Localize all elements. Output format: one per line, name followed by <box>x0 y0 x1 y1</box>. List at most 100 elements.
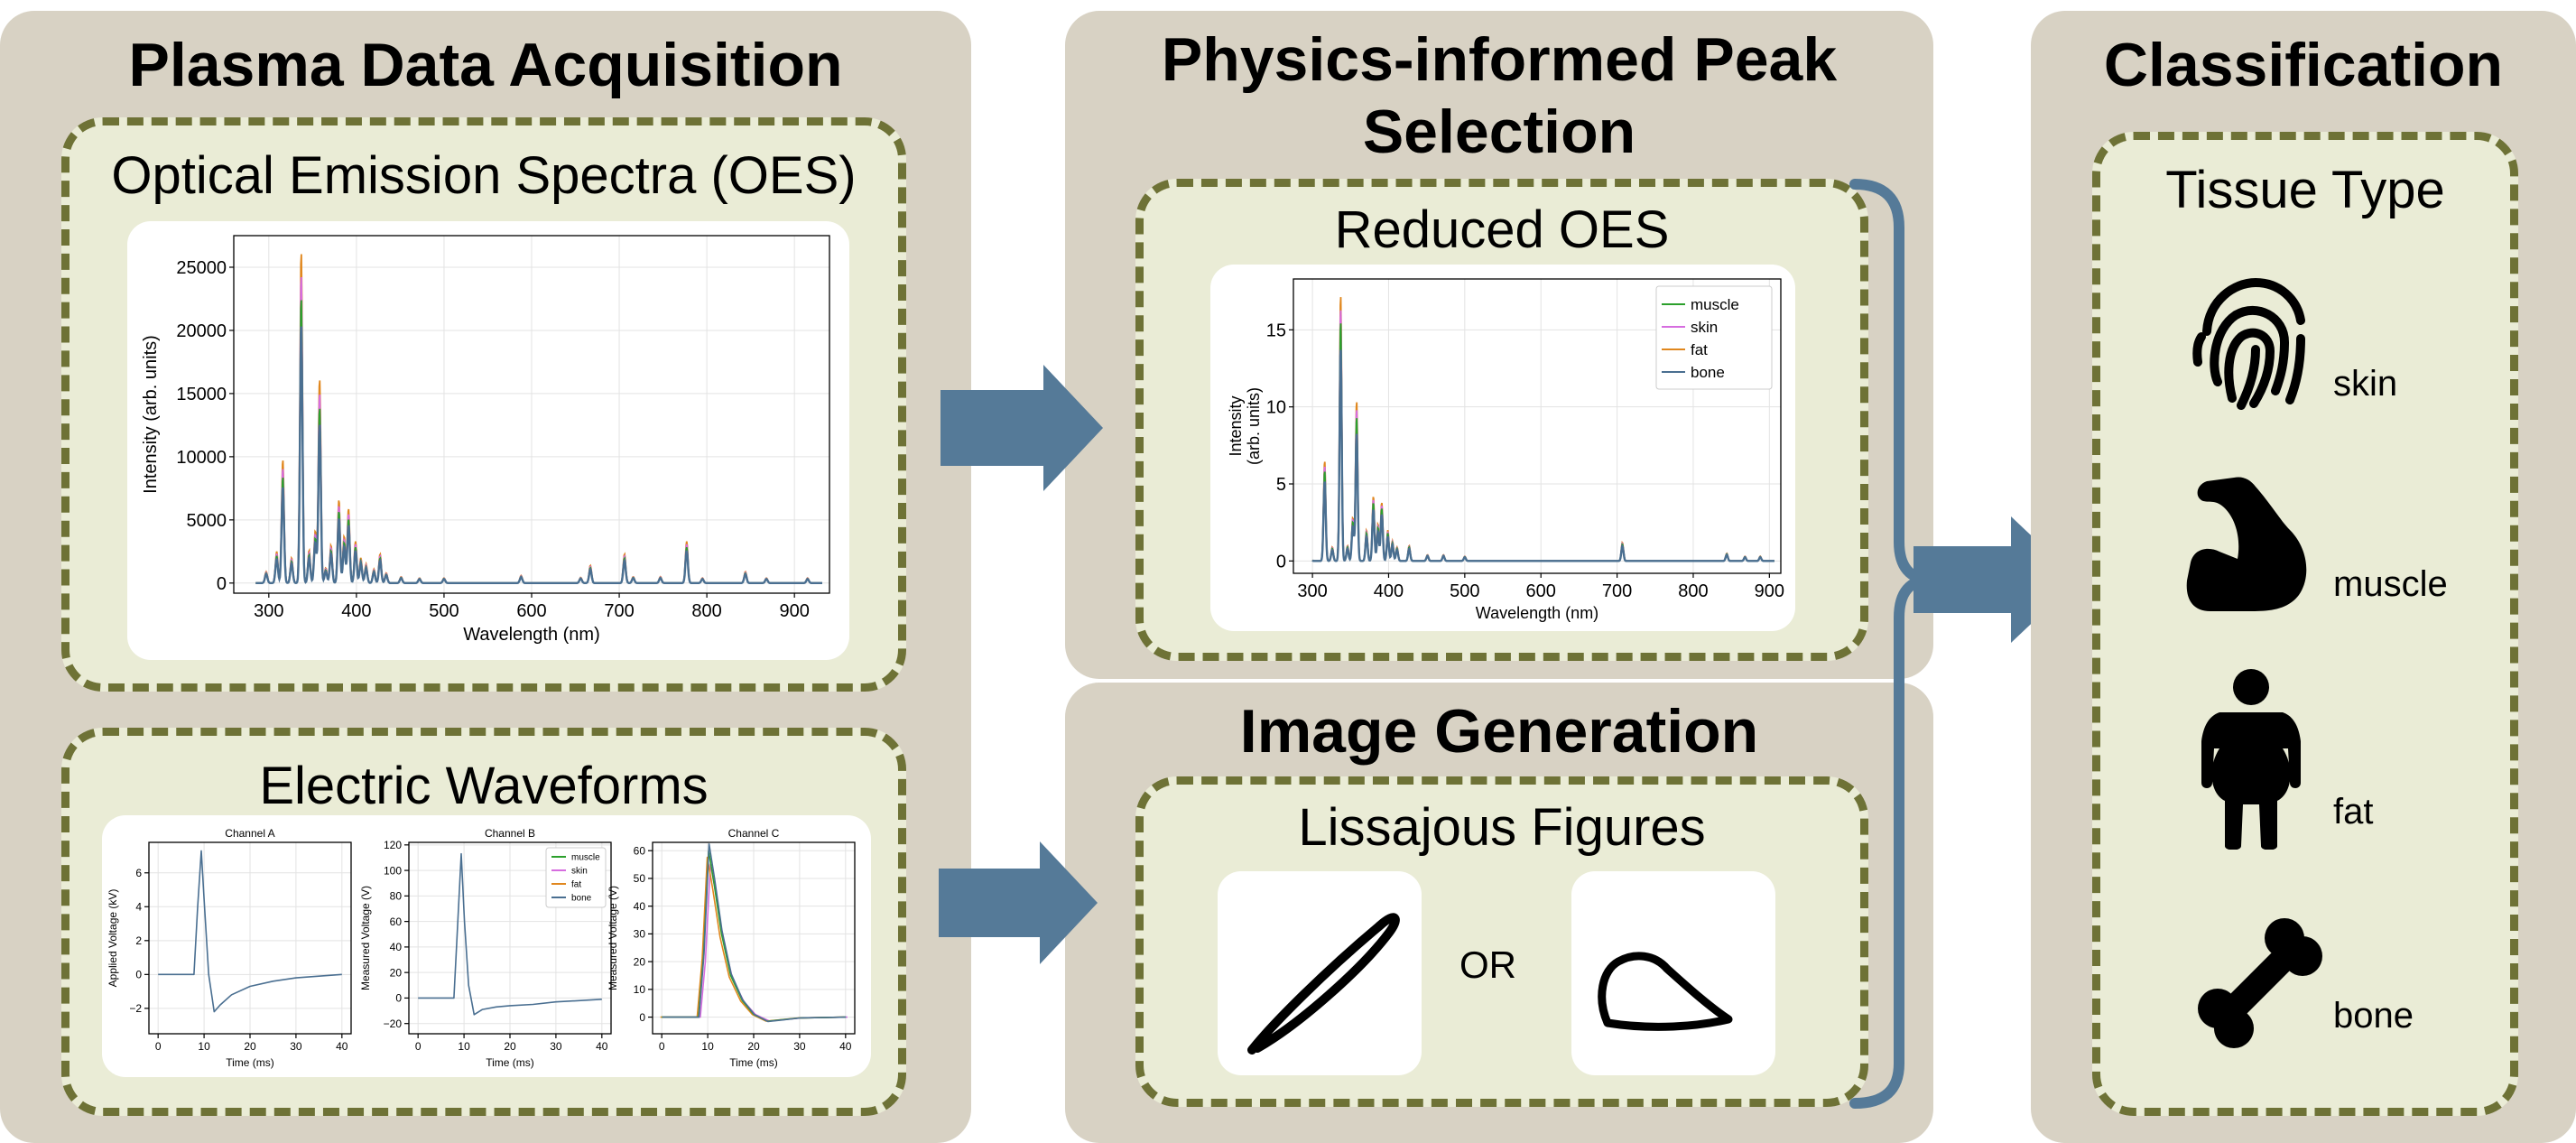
fingerprint-icon <box>2192 277 2305 410</box>
acquisition-panel: Plasma Data Acquisition Optical Emission… <box>0 11 971 1143</box>
x-tick-label: 900 <box>1755 581 1784 601</box>
y-tick-label: 10 <box>1266 398 1286 418</box>
y-axis-label: Measured Voltage (V) <box>359 886 372 990</box>
tissue-label-muscle: muscle <box>2333 564 2448 604</box>
reduced-oes-title: Reduced OES <box>1334 200 1670 259</box>
image-generation-panel: Image Generation Lissajous Figures OR <box>1065 683 1933 1143</box>
y-tick-label: 100 <box>384 864 402 877</box>
x-axis-label: Time (ms) <box>729 1056 778 1069</box>
x-axis-label: Time (ms) <box>486 1056 534 1069</box>
y-tick-label: 0 <box>135 969 142 981</box>
plot-frame <box>233 235 830 594</box>
lissajous-triangular-loop <box>1598 952 1733 1031</box>
x-tick-label: 10 <box>701 1040 714 1053</box>
oes-box: Optical Emission Spectra (OES) 300 400 500… <box>61 117 906 692</box>
x-tick-label: 30 <box>290 1040 302 1053</box>
y-tick-label: 0 <box>1276 552 1286 572</box>
person-icon <box>2201 669 2301 850</box>
channel_a-series-bone <box>158 850 342 1013</box>
legend-label-muscle: muscle <box>1691 296 1739 313</box>
y-tick-label: 0 <box>217 574 227 594</box>
y-tick-label: 30 <box>634 928 646 941</box>
chart-title: Channel B <box>485 827 535 840</box>
y-tick-label: 2 <box>135 934 142 947</box>
x-tick-label: 800 <box>691 601 721 621</box>
axes-channel_a: 0 10 20 30 40 −2 0 2 4 6 Time (ms) Applied Voltage … <box>107 827 352 1069</box>
y-tick-label: 10000 <box>176 448 227 468</box>
y-tick-label: 0 <box>395 992 402 1005</box>
y-tick-label: −20 <box>384 1018 403 1030</box>
or-text: OR <box>1459 943 1516 986</box>
channel_c-series-bone <box>662 843 847 1023</box>
x-tick-label: 600 <box>516 601 546 621</box>
y-tick-label: 10 <box>634 983 646 996</box>
y-tick-label: 40 <box>390 941 403 953</box>
acquisition-title: Plasma Data Acquisition <box>128 31 843 99</box>
y-tick-label: 80 <box>390 890 403 903</box>
x-tick-label: 40 <box>596 1040 608 1053</box>
axes-channel_b: 0 10 20 30 40 −20 0 20 40 60 80 100 120 Time (ms) Meas… <box>359 827 612 1069</box>
legend: muscle skin fat bone <box>545 847 607 908</box>
x-axis-label: Time (ms) <box>226 1056 274 1069</box>
waveforms-box: Electric Waveforms 0 10 20 30 40 −2 0 2 4 6 Time (… <box>61 728 906 1116</box>
classification-panel: Classification Tissue Type skin muscle f… <box>2031 11 2576 1143</box>
x-tick-label: 0 <box>415 1040 422 1053</box>
lissajous-title: Lissajous Figures <box>1298 798 1706 857</box>
x-axis-label: Wavelength (nm) <box>463 625 600 645</box>
x-tick-label: 600 <box>1526 581 1556 601</box>
peak-selection-title-line2: Selection <box>1362 98 1636 166</box>
y-tick-label: 60 <box>390 915 403 928</box>
tissue-title: Tissue Type <box>2165 161 2445 219</box>
x-tick-label: 0 <box>155 1040 162 1053</box>
bone-icon <box>2198 918 2322 1048</box>
x-tick-label: 300 <box>254 601 283 621</box>
x-tick-label: 300 <box>1297 581 1327 601</box>
reduced-series-bone <box>1311 349 1774 562</box>
x-tick-label: 30 <box>550 1040 562 1053</box>
legend-label-bone: bone <box>571 894 592 904</box>
x-tick-label: 800 <box>1678 581 1708 601</box>
legend-label-skin: skin <box>1691 319 1718 336</box>
y-axis-label-line1: Intensity <box>1227 395 1245 456</box>
chart-title: Channel C <box>728 827 780 840</box>
tissue-label-bone: bone <box>2333 996 2414 1036</box>
y-tick-label: 4 <box>135 900 142 913</box>
tissue-label-skin: skin <box>2333 364 2398 404</box>
oes-full-chart: 300 400 500 600 700 800 900 0 5000 10000 15000 2000… <box>141 235 830 645</box>
reduced-oes-chart-card: 300 400 500 600 700 800 900 0 5 10 15 Wavelength (n… <box>1210 265 1795 631</box>
channel_c-series-skin <box>663 863 848 1022</box>
peak-selection-panel: Physics-informed Peak Selection Reduced … <box>1065 11 1933 679</box>
y-tick-label: 5 <box>1276 475 1286 495</box>
waveforms-chart-card: 0 10 20 30 40 −2 0 2 4 6 Time (ms) Applied Voltage … <box>102 815 871 1077</box>
legend-label-fat: fat <box>1691 341 1708 358</box>
oes-chart-card: 300 400 500 600 700 800 900 0 5000 10000 15000 2000… <box>127 221 849 660</box>
tissue-label-fat: fat <box>2333 792 2374 832</box>
image-generation-title: Image Generation <box>1239 697 1759 766</box>
waveforms-title: Electric Waveforms <box>259 757 709 815</box>
y-tick-label: 50 <box>634 872 646 885</box>
x-tick-label: 900 <box>779 601 809 621</box>
y-axis-label: Applied Voltage (kV) <box>107 889 119 988</box>
reduced-oes-box: Reduced OES 300 400 500 600 700 800 900 0 5 10 15 W… <box>1135 179 1868 661</box>
channel_c-series-fat <box>660 856 845 1022</box>
chart-title: Channel A <box>225 827 274 840</box>
plot-frame <box>148 841 352 1035</box>
y-tick-label: 20 <box>390 966 403 979</box>
y-tick-label: 20000 <box>176 321 227 341</box>
y-axis-label: Measured Voltage (V) <box>607 886 619 990</box>
channel_b-series-bone <box>418 852 602 1016</box>
y-tick-label: 25000 <box>176 258 227 278</box>
lissajous-narrow-loop <box>1247 913 1400 1055</box>
legend-label-fat: fat <box>571 880 581 890</box>
flexed-arm-icon <box>2186 477 2307 611</box>
y-tick-label: −2 <box>129 1002 142 1015</box>
y-tick-label: 60 <box>634 844 646 857</box>
x-tick-label: 30 <box>793 1040 806 1053</box>
x-tick-label: 40 <box>336 1040 348 1053</box>
axes-oes_full: 300 400 500 600 700 800 900 0 5000 10000 15000 2000… <box>141 235 830 645</box>
y-tick-label: 120 <box>384 839 402 851</box>
y-tick-label: 15000 <box>176 385 227 404</box>
y-tick-label: 40 <box>634 900 646 913</box>
x-tick-label: 700 <box>1602 581 1632 601</box>
